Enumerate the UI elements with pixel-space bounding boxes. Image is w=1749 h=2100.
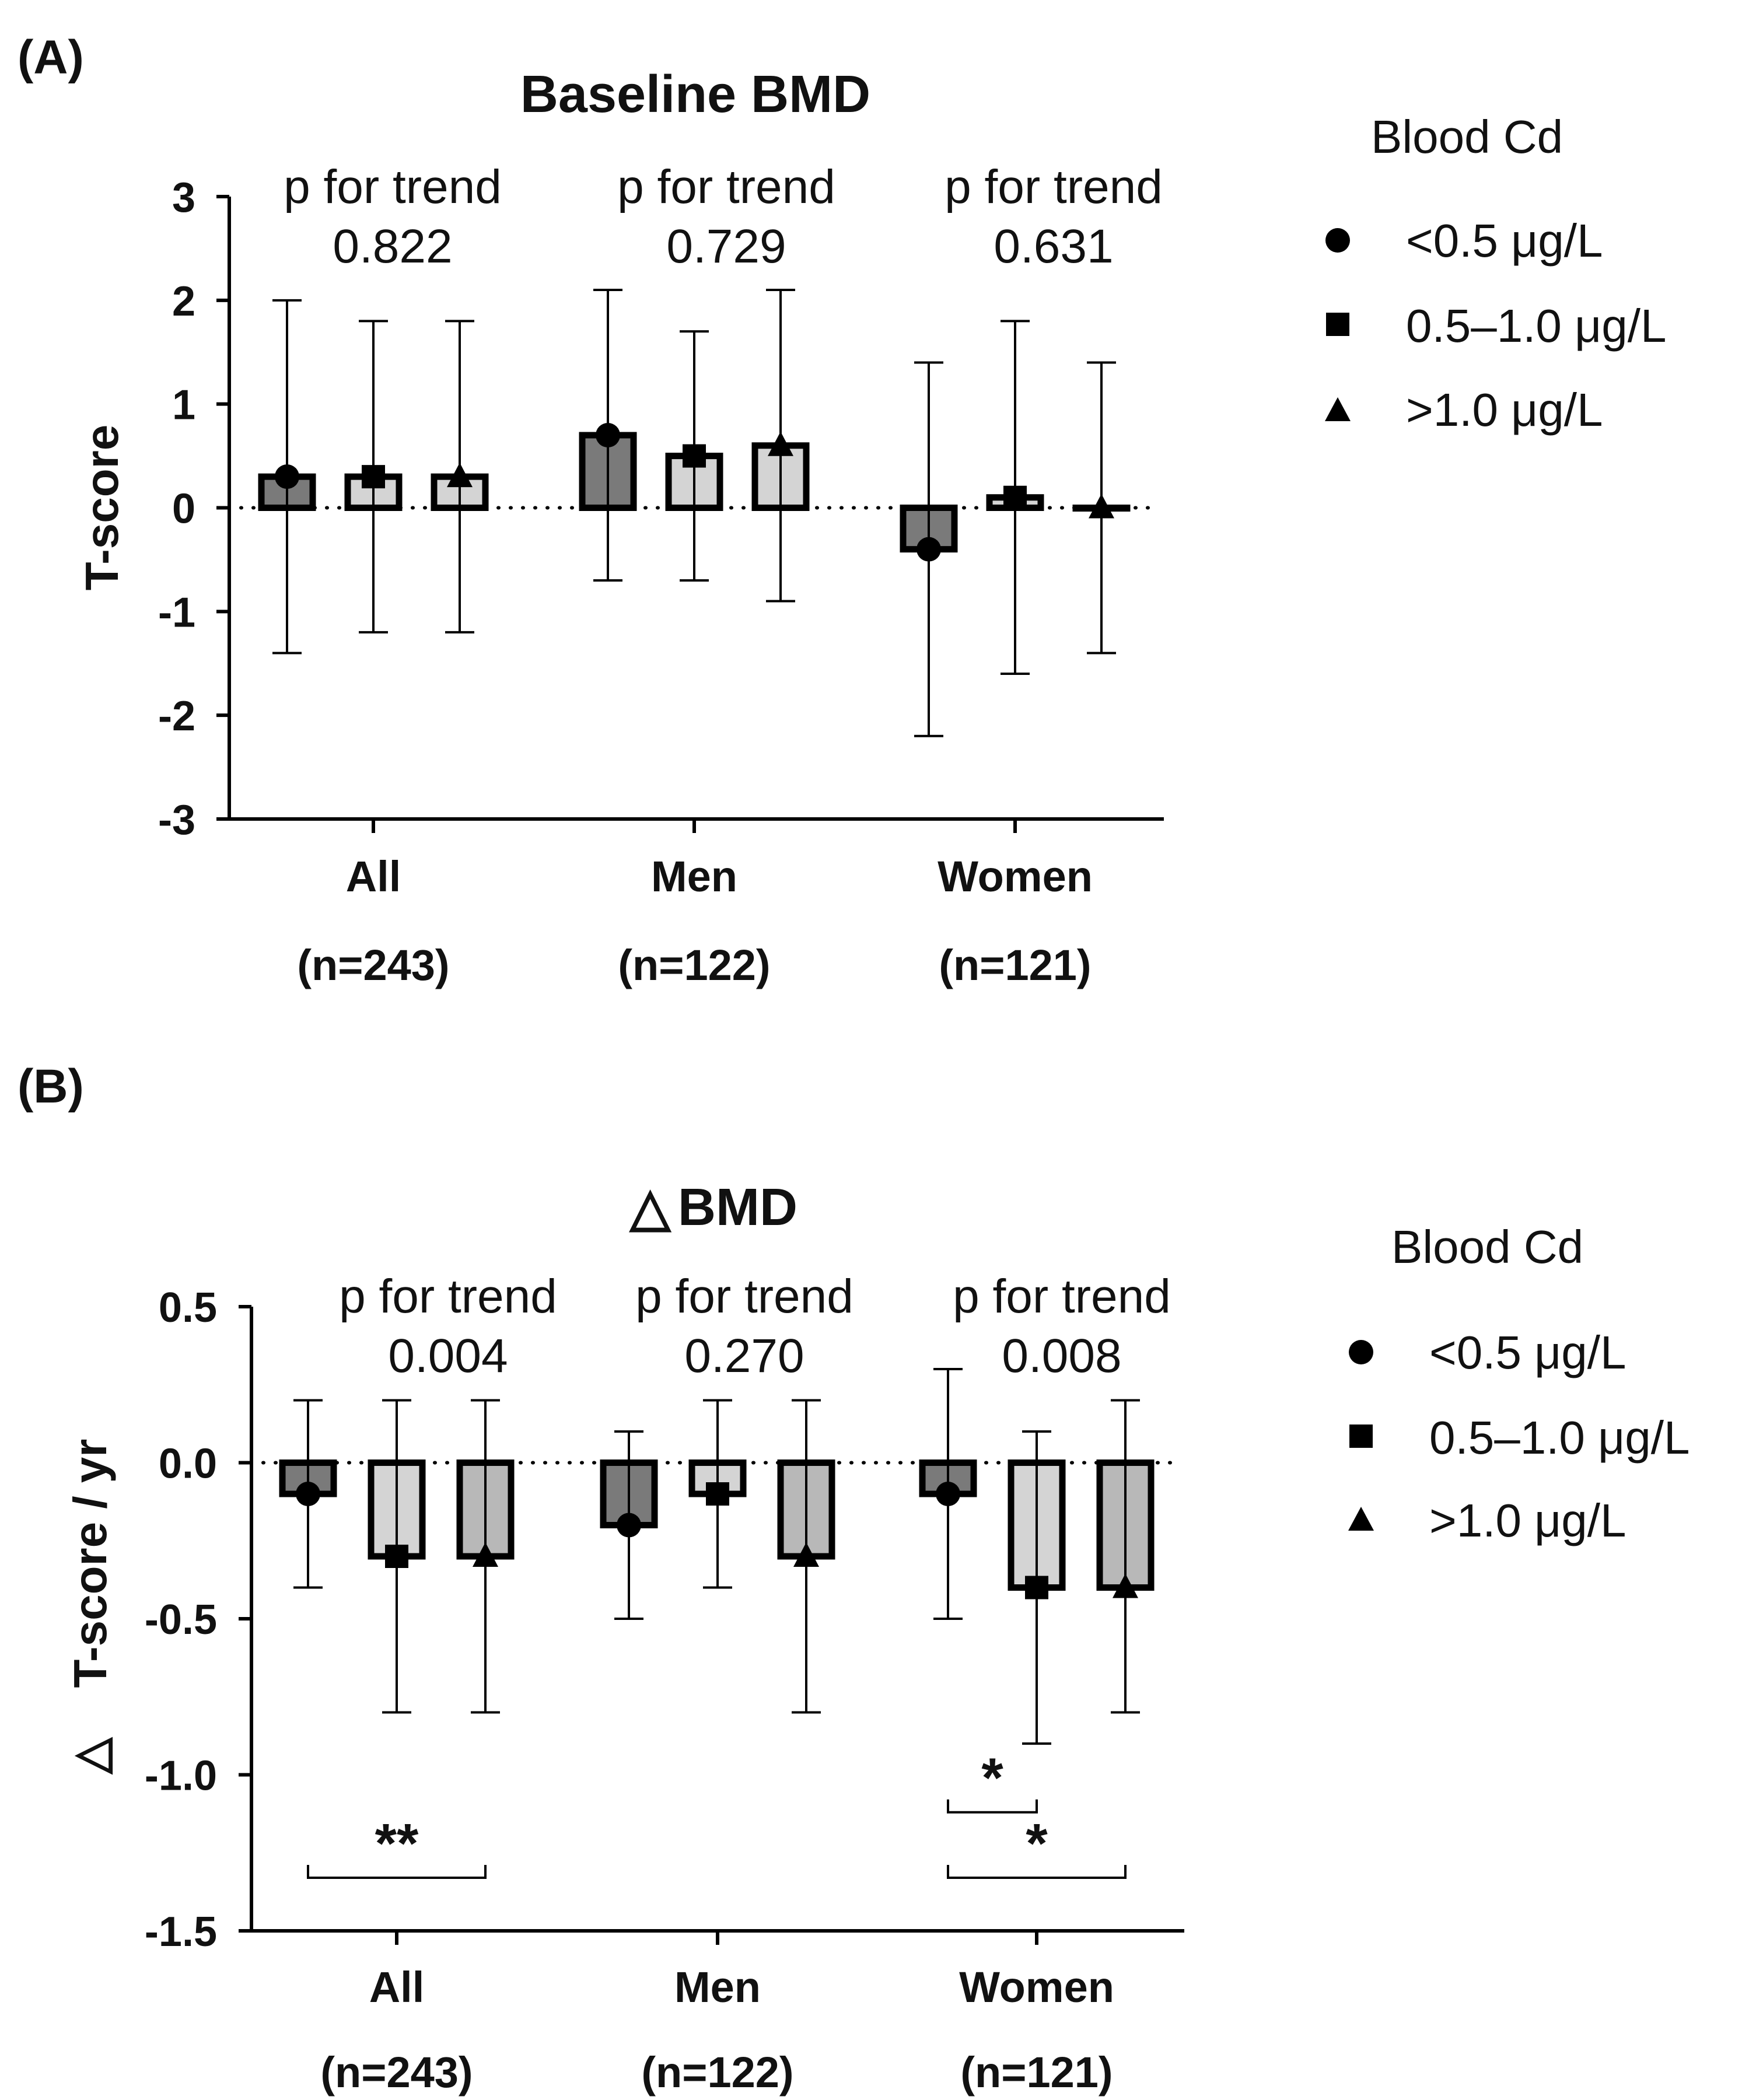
legend-b-circle-marker (1349, 1340, 1373, 1364)
panel-a-circle-marker (596, 423, 620, 448)
legend-b-square-marker (1349, 1424, 1373, 1448)
legend-b-item-1: <0.5 μg/L (1429, 1326, 1626, 1378)
panel-b-trend-value: 0.270 (684, 1329, 804, 1382)
panel-b-y-tick-label: -0.5 (145, 1597, 217, 1643)
panel-b-triangle-marker (1113, 1573, 1138, 1598)
panel-b-category-label-men: Men (674, 1963, 761, 2011)
panel-b-circle-marker (617, 1513, 641, 1538)
panel-b-y-tick-label: 0.5 (159, 1284, 217, 1331)
panel-b-title: BMD (678, 1178, 797, 1237)
panel-b-significance-label: * (981, 1747, 1003, 1810)
panel-a-category-n-all: (n=243) (297, 941, 449, 989)
panel-a-category-n-women: (n=121) (939, 941, 1091, 989)
legend-a-circle-marker (1325, 228, 1350, 253)
panel-b-trend-value: 0.008 (1002, 1329, 1121, 1382)
panel-a-category-label-women: Women (938, 852, 1093, 901)
panel-a-category-n-men: (n=122) (618, 941, 770, 989)
panel-a-y-tick-label: 0 (172, 486, 195, 533)
panel-b-y-tick-label: -1.5 (145, 1909, 217, 1955)
panel-a-trend-value: 0.822 (333, 220, 452, 273)
panel-a-triangle-marker (1089, 494, 1114, 519)
panel-a-y-tick-label: 3 (172, 174, 195, 221)
legend-a-item-2: 0.5–1.0 μg/L (1406, 300, 1666, 352)
legend-a-item-3: >1.0 μg/L (1406, 384, 1603, 436)
panel-b: (B) △ BMD △ T-score / yr 0.5 0.0 -0.5 -1.0 -… (18, 1060, 1689, 2096)
panel-b-square-marker (385, 1545, 408, 1568)
legend-b-item-3: >1.0 μg/L (1429, 1494, 1626, 1546)
panel-b-significance-bracket (947, 1799, 1038, 1814)
panel-a-legend-title: Blood Cd (1371, 111, 1563, 163)
panel-b-triangle-marker (473, 1542, 498, 1567)
panel-b-y-tick-label: 0.0 (159, 1441, 217, 1488)
panel-b-circle-marker (936, 1482, 960, 1506)
panel-b-category-label-women: Women (959, 1963, 1114, 2011)
panel-a-triangle-marker (447, 463, 473, 488)
panel-a-y-tick-label: 2 (172, 278, 195, 325)
panel-a-trend-value: 0.631 (994, 220, 1113, 273)
panel-a-trend-label: p for trend (945, 160, 1163, 214)
panel-a-square-marker (362, 465, 385, 489)
panel-a-y-tick-label: -1 (158, 589, 195, 636)
panel-b-category-n-men: (n=122) (641, 2048, 793, 2096)
panel-a-trend-label: p for trend (284, 160, 502, 214)
panel-a-plot-area: 3 2 1 0 -1 -2 -3 All (n=243) p for trend 0.822 Men (… (158, 160, 1164, 989)
legend-a-item-1: <0.5 μg/L (1406, 215, 1603, 267)
panel-a-square-marker (1003, 485, 1027, 509)
panel-a-y-tick-label: 1 (172, 382, 195, 429)
panel-a-trend-value: 0.729 (666, 220, 786, 273)
panel-a-circle-marker (275, 464, 299, 489)
panel-b-label: (B) (18, 1060, 84, 1113)
panel-b-trend-label: p for trend (339, 1270, 557, 1323)
panel-a-label: (A) (18, 31, 84, 84)
panel-a-square-marker (683, 444, 706, 468)
panel-b-significance-label: ** (375, 1812, 419, 1875)
panel-a: (A) Baseline BMD T-score 3 2 1 0 -1 -2 -3 All (n… (18, 31, 1666, 989)
panel-b-circle-marker (296, 1482, 320, 1506)
panel-b-square-marker (706, 1482, 729, 1506)
panel-b-trend-label: p for trend (953, 1270, 1171, 1323)
panel-b-significance-label: * (1026, 1812, 1048, 1875)
legend-b-triangle-marker (1348, 1507, 1374, 1531)
panel-b-title-delta-icon: △ (628, 1178, 672, 1237)
panel-b-category-label-all: All (369, 1963, 425, 2011)
panel-a-category-label-all: All (346, 852, 401, 901)
panel-a-legend: Blood Cd <0.5 μg/L 0.5–1.0 μg/L >1.0 μg/… (1325, 111, 1666, 436)
panel-b-significance-bracket (307, 1865, 487, 1880)
panel-b-y-tick-label: -1.0 (145, 1753, 217, 1800)
panel-a-y-tick-label: -3 (158, 797, 195, 844)
panel-b-legend: Blood Cd <0.5 μg/L 0.5–1.0 μg/L >1.0 μg/… (1348, 1221, 1689, 1546)
panel-b-triangle-marker (793, 1542, 819, 1567)
panel-a-trend-label: p for trend (617, 160, 835, 214)
panel-b-legend-title: Blood Cd (1391, 1221, 1583, 1273)
legend-a-triangle-marker (1325, 397, 1351, 421)
panel-b-trend-label: p for trend (635, 1270, 853, 1323)
panel-a-circle-marker (917, 537, 941, 562)
panel-a-triangle-marker (768, 431, 793, 456)
legend-b-item-2: 0.5–1.0 μg/L (1429, 1412, 1689, 1464)
panel-a-y-axis-label: T-score (76, 425, 128, 591)
panel-b-trend-value: 0.004 (388, 1329, 508, 1382)
panel-b-category-n-all: (n=243) (320, 2048, 473, 2096)
panel-b-square-marker (1025, 1576, 1048, 1600)
panel-b-category-n-women: (n=121) (960, 2048, 1113, 2096)
panel-a-title: Baseline BMD (520, 65, 870, 124)
panel-b-y-axis-delta-icon: △ (64, 1737, 116, 1775)
panel-a-category-label-men: Men (651, 852, 737, 901)
panel-a-y-tick-label: -2 (158, 693, 195, 740)
legend-a-square-marker (1326, 313, 1349, 336)
panel-b-significance-bracket (947, 1865, 1127, 1880)
panel-b-plot-area: 0.5 0.0 -0.5 -1.0 -1.5 All (n=243) p for trend 0… (145, 1270, 1184, 2096)
panel-b-y-axis-label: T-score / yr (64, 1439, 116, 1688)
